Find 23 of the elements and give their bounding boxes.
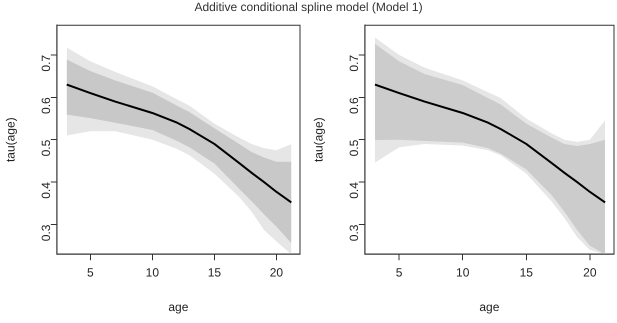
y-tick-label: 0.4	[347, 182, 362, 199]
x-axis-title: age	[168, 300, 189, 314]
y-tick-label: 0.5	[347, 139, 362, 156]
x-axis-title: age	[479, 300, 500, 314]
x-tick-label: 20	[270, 266, 284, 280]
y-tick-label: 0.4	[39, 182, 54, 199]
y-axis-title: tau(age)	[4, 117, 18, 162]
y-tick-label: 0.3	[347, 224, 362, 242]
y-tick-label: 0.7	[347, 54, 362, 72]
y-axis-title: tau(age)	[312, 117, 326, 162]
y-tick-label: 0.3	[39, 224, 54, 242]
chart-title: Additive conditional spline model (Model 1)	[193, 0, 424, 14]
y-tick-label: 0.6	[39, 96, 54, 114]
x-tick-label: 5	[86, 266, 94, 280]
x-tick-label: 15	[520, 266, 534, 280]
x-tick-label: 10	[456, 266, 470, 280]
y-tick-label: 0.5	[39, 139, 54, 156]
x-tick-label: 10	[146, 266, 160, 280]
x-tick-label: 15	[208, 266, 222, 280]
x-tick-label: 20	[583, 266, 597, 280]
y-tick-label: 0.6	[347, 96, 362, 114]
x-tick-label: 5	[396, 266, 403, 280]
y-tick-label: 0.7	[39, 54, 54, 72]
